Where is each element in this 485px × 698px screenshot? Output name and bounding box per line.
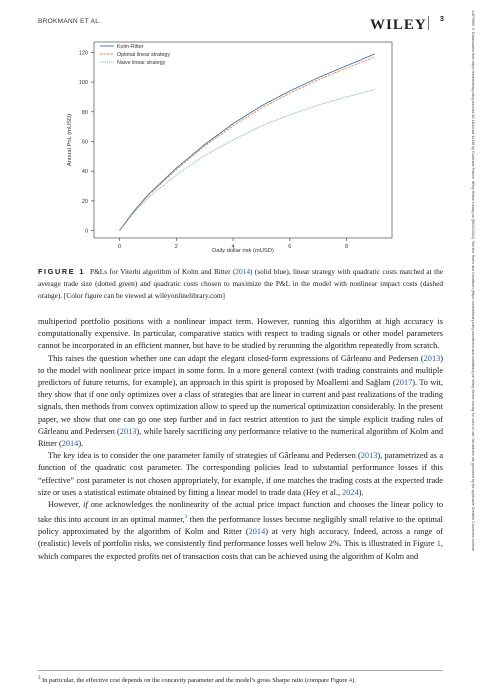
y-axis-ticks: 0 20 40 60 80 100 120 — [79, 50, 94, 235]
p3-text-a: The key idea is to consider the one para… — [48, 451, 361, 461]
footnote-number: 3 — [38, 676, 41, 681]
figure-chart: 0 20 40 60 80 100 120 0 2 4 6 8 Kolm-Ritter Optima… — [58, 38, 400, 258]
x-tick-label: 6 — [288, 244, 291, 250]
p4-text-b: one acknowledges the nonlinearity of the… — [38, 500, 443, 525]
body-text: multiperiod portfolio positions with a n… — [38, 316, 443, 563]
footnote-end: ). — [352, 677, 356, 685]
page-number: 3 — [440, 16, 444, 23]
citation-link[interactable]: 2024 — [342, 487, 359, 497]
footnote-marker-link[interactable]: 3 — [184, 514, 188, 521]
y-tick-label: 20 — [82, 199, 88, 205]
series-line-naive-linear-strategy — [119, 89, 376, 231]
paragraph-3: The key idea is to consider the one para… — [38, 450, 443, 499]
plot-frame — [93, 41, 393, 239]
footnote: 3 In particular, the effective cost depe… — [38, 674, 443, 685]
x-tick-label: 8 — [345, 244, 348, 250]
pnl-chart: 0 20 40 60 80 100 120 0 2 4 6 8 Kolm-Ritter Optima… — [67, 41, 393, 254]
series-line-optimal-linear-strategy — [119, 56, 376, 231]
y-tick-label: 100 — [79, 80, 88, 86]
figure-reference-link[interactable]: 4 — [348, 677, 353, 685]
caption-text-b: ) (solid blue), linear strategy with qua… — [38, 267, 443, 300]
figure-caption: FIGURE 1 P&Ls for Viterbi algorithm of Ko… — [38, 266, 443, 301]
series-line-kolm-ritter — [119, 53, 376, 231]
p2-text-a: This raises the question whether one can… — [48, 353, 424, 363]
x-tick-label: 2 — [175, 244, 178, 250]
x-axis-ticks: 0 2 4 6 8 — [118, 238, 348, 250]
download-side-note: 14679965, 0, Downloaded from https://onl… — [471, 10, 475, 551]
footnote-rule — [38, 670, 443, 671]
citation-link[interactable]: 2017 — [395, 378, 413, 388]
series-lines — [119, 53, 376, 231]
p2-text-c: ). To wit, they show that if one only op… — [38, 378, 443, 436]
caption-text-a: P&Ls for Viterbi algorithm of Kolm and R… — [90, 267, 236, 276]
x-tick-label: 4 — [232, 244, 235, 250]
legend-label-optimal-linear: Optimal linear strategy — [117, 52, 170, 58]
p2-text-e: performance relative to the numerical al… — [38, 426, 443, 449]
figure-label: FIGURE 1 — [38, 267, 86, 276]
p4-emphasis: if — [83, 500, 88, 510]
running-header-author: BROKMANN ET AL. — [38, 18, 102, 25]
publisher-logo: WILEY — [370, 17, 427, 33]
p2-text-b: ) to the model with nonlinear price impa… — [38, 353, 443, 388]
p4-text-a: However, — [48, 500, 84, 510]
p2-text-f: ). — [78, 439, 84, 449]
legend-label-naive-linear: Naive linear strategy — [117, 60, 166, 66]
y-tick-label: 60 — [82, 139, 88, 145]
citation-link[interactable]: 2013 — [360, 451, 378, 461]
p2-emphasis: any — [224, 426, 237, 436]
y-tick-label: 0 — [85, 229, 88, 235]
p3-text-c: ). — [358, 487, 364, 497]
p4-text-c: then the performance losses become negli… — [38, 515, 443, 537]
paragraph-1: multiperiod portfolio positions with a n… — [38, 317, 443, 351]
p4-text-e: , which compares the expected profits ne… — [38, 539, 443, 561]
p2-text-d: ), while barely sacrificing — [136, 426, 225, 436]
x-tick-label: 0 — [118, 244, 121, 250]
citation-link[interactable]: 2014 — [61, 439, 79, 449]
figure-reference-link[interactable]: 1 — [436, 539, 441, 549]
y-tick-label: 120 — [79, 50, 88, 56]
paragraph-4: However, if one acknowledges the nonline… — [38, 499, 443, 563]
y-tick-label: 80 — [82, 110, 88, 116]
x-axis-label: Daily dollar risk (mUSD) — [212, 248, 274, 254]
y-axis-label: Annual PnL (mUSD) — [67, 114, 73, 166]
p4-text-d: ) at very high accuracy. Indeed, across … — [38, 527, 443, 549]
paragraph-2: This raises the question whether one can… — [38, 353, 443, 451]
header-divider — [428, 16, 429, 30]
citation-link[interactable]: 2013 — [423, 353, 441, 363]
y-tick-label: 40 — [82, 169, 88, 175]
footnote-text: In particular, the effective cost depend… — [40, 677, 349, 685]
citation-link[interactable]: 2013 — [119, 426, 137, 436]
p3-text-b: ), parametrized as a function of the qua… — [38, 451, 444, 497]
citation-link[interactable]: 2014 — [248, 527, 266, 537]
legend: Kolm-Ritter Optimal linear strategy Naiv… — [100, 44, 170, 66]
caption-citation-link[interactable]: 2014 — [235, 267, 250, 276]
legend-label-kolm-ritter: Kolm-Ritter — [117, 44, 144, 50]
